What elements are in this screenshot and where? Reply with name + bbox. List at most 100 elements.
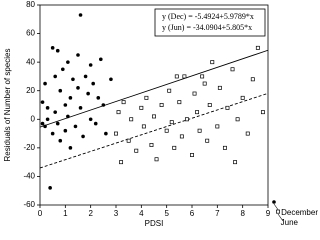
x-tick-label: 3	[114, 209, 119, 218]
x-tick-label: 2	[88, 209, 93, 218]
y-tick-label: -20	[23, 143, 35, 152]
chart: Residuals of Number of species PDSI y (D…	[3, 0, 318, 228]
point	[144, 95, 149, 100]
point	[154, 157, 159, 162]
point	[104, 131, 108, 136]
point	[48, 186, 52, 190]
y-tick-label: 20	[26, 86, 35, 95]
y-tick-label: 80	[26, 0, 35, 9]
point	[164, 128, 169, 133]
point	[61, 67, 65, 72]
point	[91, 81, 95, 86]
legend-label: June	[281, 218, 299, 227]
point	[260, 110, 265, 115]
y-tick-label: -40	[23, 172, 35, 181]
x-tick-label: 9	[266, 209, 271, 218]
point	[230, 67, 235, 72]
point	[58, 88, 63, 93]
point	[88, 63, 93, 67]
point	[121, 100, 126, 105]
point	[225, 105, 230, 110]
point	[53, 74, 57, 79]
point	[129, 117, 134, 122]
point	[71, 77, 75, 82]
point	[159, 103, 164, 107]
equation: y (Dec) = -5.4924+5.9789*x	[162, 12, 254, 21]
point	[116, 110, 121, 115]
point	[255, 45, 260, 50]
y-tick-label: 0	[31, 114, 36, 123]
point	[68, 146, 73, 150]
point	[190, 153, 194, 157]
point	[182, 74, 187, 79]
x-tick-label: 8	[240, 209, 245, 218]
point	[174, 74, 179, 79]
point	[207, 103, 212, 107]
y-tick-label: 60	[26, 29, 35, 38]
point	[78, 106, 83, 110]
point	[177, 100, 182, 105]
point	[50, 46, 55, 50]
point	[200, 74, 205, 79]
point	[172, 145, 177, 150]
regression-line	[39, 92, 269, 169]
point	[139, 105, 144, 110]
regression-line	[39, 49, 269, 128]
x-tick-label: 6	[190, 209, 195, 218]
point	[45, 117, 50, 122]
y-tick-label: -60	[23, 200, 35, 209]
x-tick-label: 1	[63, 209, 68, 218]
point	[40, 121, 45, 126]
point	[53, 110, 57, 114]
point	[167, 88, 172, 93]
point	[235, 117, 240, 122]
point	[184, 117, 189, 122]
point	[114, 131, 118, 136]
point	[99, 57, 103, 62]
point	[119, 160, 124, 165]
point	[195, 110, 200, 115]
y-tick-label: 40	[26, 57, 35, 66]
legend-marker	[272, 200, 276, 204]
point	[126, 138, 131, 143]
point	[149, 143, 154, 147]
equation: y (Jun) = -34.0904+5.805*x	[162, 23, 252, 32]
point	[217, 85, 222, 90]
point	[96, 96, 101, 100]
point	[58, 138, 63, 143]
point	[205, 138, 210, 143]
point	[179, 134, 184, 139]
point	[40, 100, 45, 104]
point	[76, 86, 80, 90]
legend-marker	[276, 209, 280, 214]
point	[45, 106, 50, 110]
x-axis-label: PDSI	[145, 219, 164, 228]
y-axis-label: Residuals of Number of species	[3, 49, 12, 162]
point	[55, 121, 60, 126]
point	[83, 74, 88, 79]
x-tick-label: 4	[139, 209, 144, 218]
legend-arrow	[277, 213, 284, 222]
plot-frame	[39, 4, 269, 206]
point	[192, 91, 197, 96]
point	[222, 145, 227, 150]
point	[93, 121, 98, 126]
point	[81, 134, 85, 139]
point	[78, 13, 83, 17]
point	[245, 131, 250, 136]
point	[66, 114, 70, 119]
point	[86, 91, 90, 96]
point	[63, 103, 68, 107]
point	[152, 114, 156, 119]
point	[43, 81, 47, 86]
point	[250, 77, 255, 82]
point	[134, 148, 139, 153]
point	[169, 120, 174, 125]
point	[88, 117, 93, 122]
point	[240, 95, 245, 100]
point	[50, 131, 55, 136]
point	[109, 77, 113, 82]
x-tick-label: 7	[215, 209, 220, 218]
point	[55, 48, 60, 53]
point	[73, 124, 78, 129]
